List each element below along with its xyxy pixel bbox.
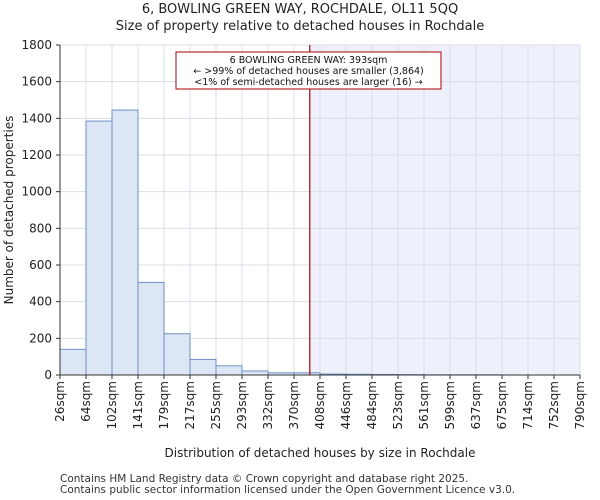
y-tick-label: 1400 [21,111,52,125]
footer-licence: Contains public sector information licen… [60,484,516,496]
annotation-line: <1% of semi-detached houses are larger (… [194,77,422,88]
x-tick-label: 675sqm [495,381,509,429]
x-tick-label: 179sqm [157,381,171,429]
x-tick-label: 255sqm [209,381,223,429]
bar [59,348,87,376]
highlight-region [309,45,580,375]
x-tick-label: 637sqm [469,381,483,429]
annotation-line: 6 BOWLING GREEN WAY: 393sqm [230,55,388,66]
bar [189,358,217,376]
y-tick-label: 0 [44,368,52,382]
chart-subtitle: Size of property relative to detached ho… [115,19,485,34]
y-tick-label: 1200 [21,148,52,162]
x-tick-label: 714sqm [521,381,535,429]
x-axis-title: Distribution of detached houses by size … [165,446,476,460]
x-tick-label: 102sqm [105,381,119,429]
y-tick-label: 600 [29,258,52,272]
y-tick-label: 1800 [21,38,52,52]
x-tick-label: 26sqm [53,381,67,422]
y-tick-label: 400 [29,295,52,309]
x-tick-label: 64sqm [79,381,93,422]
y-tick-label: 1600 [21,75,52,89]
chart-title: 6, BOWLING GREEN WAY, ROCHDALE, OL11 5QQ [141,2,459,17]
x-tick-label: 408sqm [313,381,327,429]
bar [137,281,165,376]
x-tick-label: 599sqm [443,381,457,429]
x-tick-label: 484sqm [365,381,379,429]
x-tick-label: 561sqm [417,381,431,429]
x-tick-label: 790sqm [573,381,587,429]
x-tick-label: 752sqm [547,381,561,429]
bar [215,365,243,376]
x-tick-label: 446sqm [339,381,353,429]
footer-copyright: Contains HM Land Registry data © Crown c… [60,473,469,485]
x-tick-label: 370sqm [287,381,301,429]
bar [241,370,269,376]
bar [163,333,191,376]
annotation-box [175,51,442,90]
x-tick-label: 523sqm [391,381,405,429]
annotation-line: ← >99% of detached houses are smaller (3… [193,66,424,77]
y-axis-title: Number of detached properties [2,116,16,305]
y-tick-label: 1000 [21,185,52,199]
y-tick-label: 800 [29,221,52,235]
bar [111,109,139,376]
x-tick-label: 141sqm [131,381,145,429]
x-tick-label: 293sqm [235,381,249,429]
bar [85,120,113,376]
y-tick-label: 200 [29,331,52,345]
x-tick-label: 217sqm [183,381,197,429]
x-tick-label: 332sqm [261,381,275,429]
